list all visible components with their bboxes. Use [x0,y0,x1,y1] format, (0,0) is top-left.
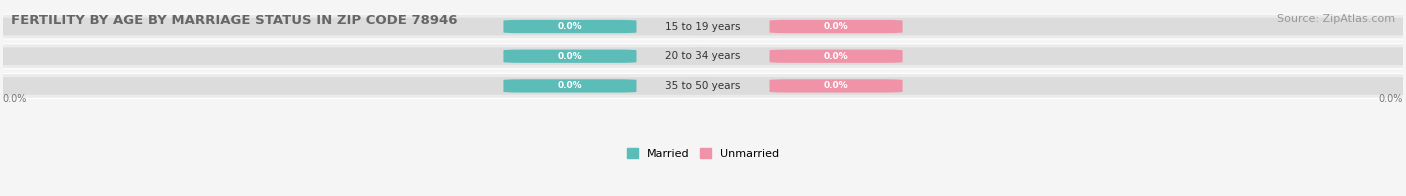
Text: Source: ZipAtlas.com: Source: ZipAtlas.com [1277,14,1395,24]
Text: 35 to 50 years: 35 to 50 years [665,81,741,91]
FancyBboxPatch shape [689,77,1406,95]
Legend: Married, Unmarried: Married, Unmarried [621,143,785,163]
Text: 0.0%: 0.0% [558,52,582,61]
FancyBboxPatch shape [769,20,903,33]
Text: 0.0%: 0.0% [824,22,848,31]
FancyBboxPatch shape [689,18,1406,35]
FancyBboxPatch shape [769,79,903,93]
FancyBboxPatch shape [0,44,1406,69]
FancyBboxPatch shape [0,74,1406,98]
FancyBboxPatch shape [689,47,1406,65]
FancyBboxPatch shape [503,79,637,93]
FancyBboxPatch shape [503,20,637,33]
FancyBboxPatch shape [769,50,903,63]
Text: 0.0%: 0.0% [558,81,582,90]
FancyBboxPatch shape [0,47,717,65]
Text: 0.0%: 0.0% [824,52,848,61]
Text: 0.0%: 0.0% [3,94,27,104]
Text: 15 to 19 years: 15 to 19 years [665,22,741,32]
FancyBboxPatch shape [0,77,717,95]
FancyBboxPatch shape [503,50,637,63]
Text: 20 to 34 years: 20 to 34 years [665,51,741,61]
Text: 0.0%: 0.0% [1379,94,1403,104]
Text: 0.0%: 0.0% [558,22,582,31]
FancyBboxPatch shape [0,14,1406,39]
Text: 0.0%: 0.0% [824,81,848,90]
Text: FERTILITY BY AGE BY MARRIAGE STATUS IN ZIP CODE 78946: FERTILITY BY AGE BY MARRIAGE STATUS IN Z… [11,14,458,27]
FancyBboxPatch shape [0,18,717,35]
